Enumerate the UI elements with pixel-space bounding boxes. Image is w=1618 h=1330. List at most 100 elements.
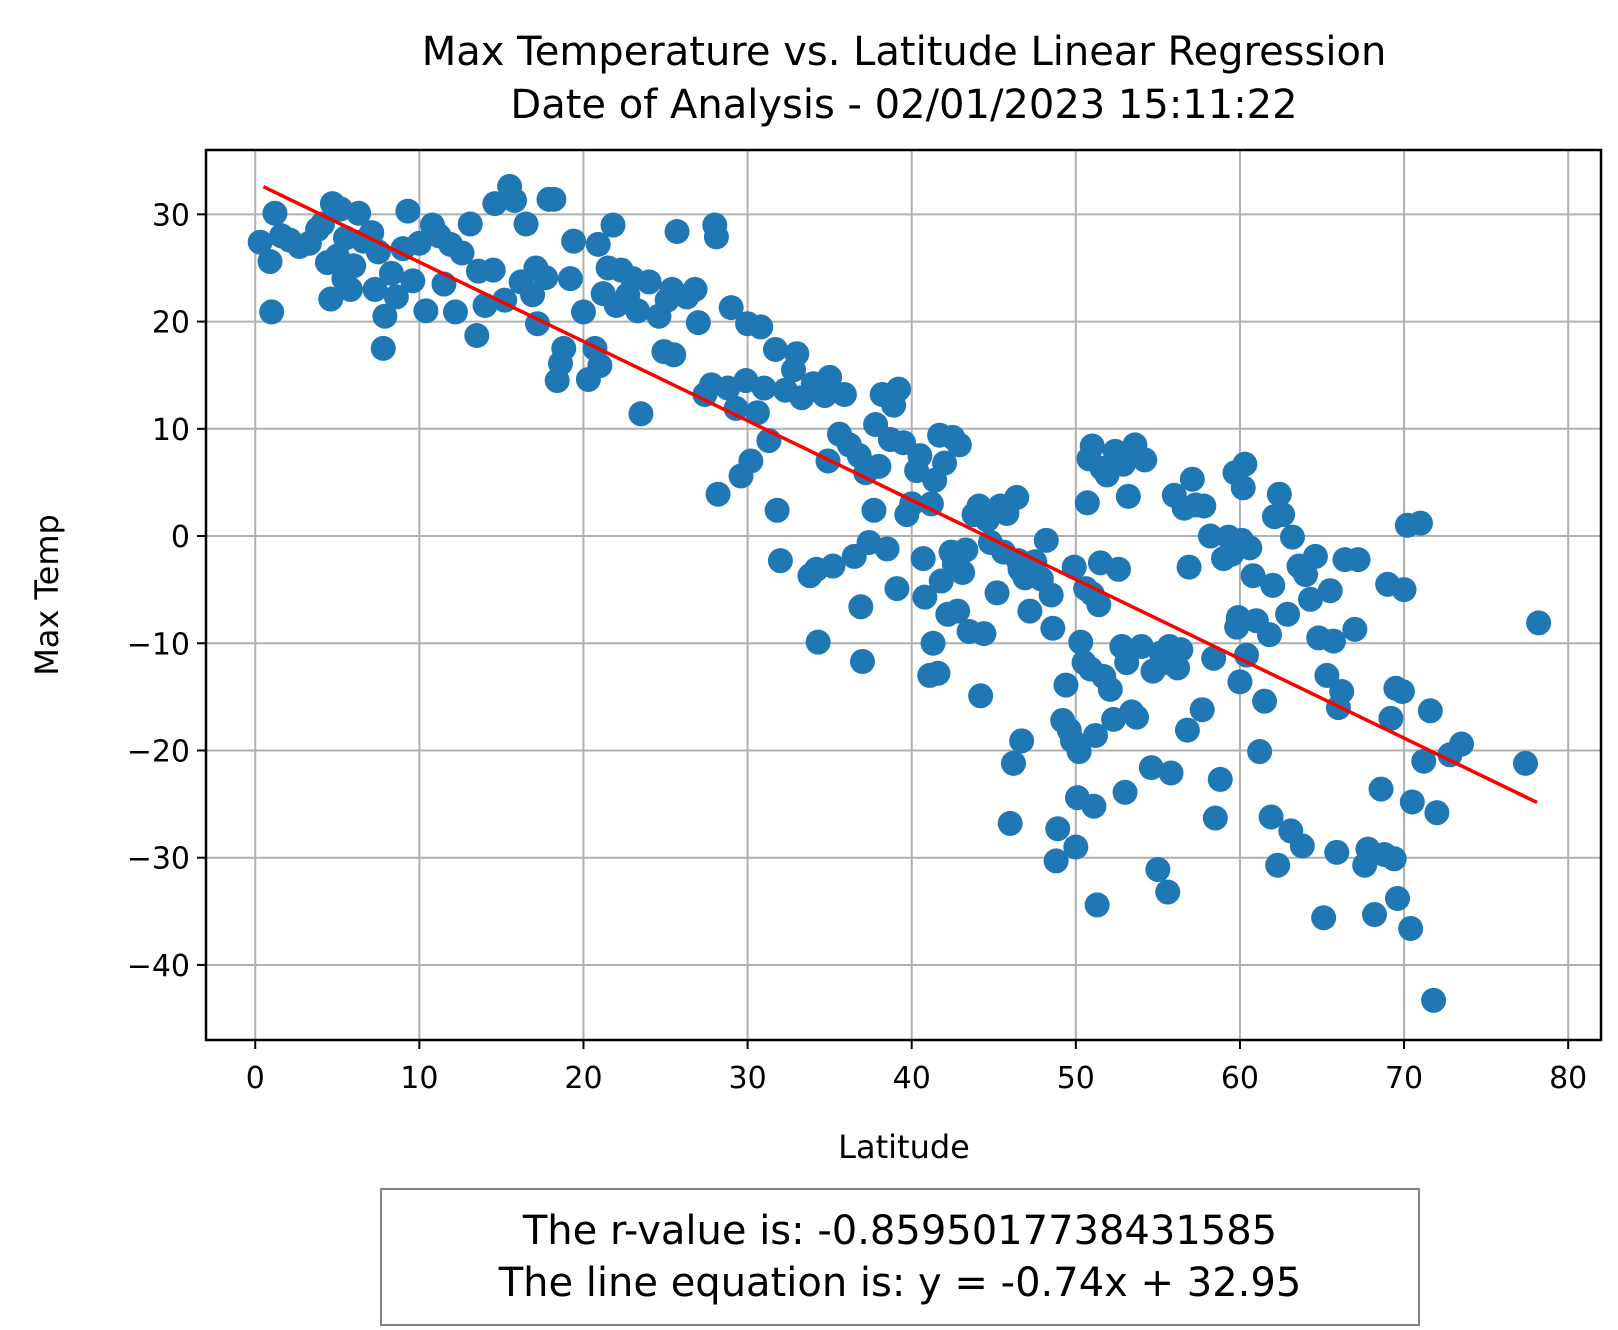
data-point bbox=[1174, 717, 1200, 743]
data-point bbox=[1191, 493, 1217, 519]
x-tick-label: 80 bbox=[1549, 1061, 1587, 1096]
data-point bbox=[625, 298, 651, 324]
data-point bbox=[457, 211, 483, 237]
data-point bbox=[1275, 601, 1301, 627]
data-point bbox=[912, 584, 938, 610]
data-point bbox=[920, 630, 946, 656]
data-point bbox=[372, 303, 398, 329]
data-point bbox=[1009, 728, 1035, 754]
x-tick-label: 60 bbox=[1221, 1061, 1259, 1096]
data-point bbox=[945, 598, 971, 624]
y-tick-label: −10 bbox=[127, 627, 190, 662]
data-point bbox=[661, 342, 687, 368]
data-point bbox=[1004, 484, 1030, 510]
data-point bbox=[1237, 535, 1263, 561]
data-points bbox=[247, 173, 1552, 1013]
x-tick-label: 10 bbox=[400, 1061, 438, 1096]
x-axis-ticks: 0 10 20 30 40 50 60 70 80 bbox=[246, 1040, 1587, 1096]
data-point bbox=[1112, 779, 1138, 805]
data-point bbox=[664, 218, 690, 244]
data-point bbox=[370, 335, 396, 361]
data-point bbox=[502, 187, 528, 213]
data-point bbox=[738, 448, 764, 474]
data-point bbox=[925, 660, 951, 686]
data-point bbox=[1086, 592, 1112, 618]
y-axis-label: Max Temp bbox=[28, 514, 66, 676]
data-point bbox=[1128, 633, 1154, 659]
data-point bbox=[1168, 637, 1194, 663]
data-point bbox=[767, 548, 793, 574]
data-point bbox=[520, 282, 546, 308]
data-point bbox=[831, 381, 857, 407]
data-point bbox=[849, 648, 875, 674]
data-point bbox=[1329, 679, 1355, 705]
y-tick-label: 30 bbox=[152, 198, 190, 233]
data-point bbox=[551, 335, 577, 361]
data-point bbox=[1063, 834, 1089, 860]
data-point bbox=[1293, 562, 1319, 588]
data-point bbox=[541, 186, 567, 212]
data-point bbox=[953, 537, 979, 563]
data-point bbox=[1266, 481, 1292, 507]
data-point bbox=[1176, 554, 1202, 580]
data-point bbox=[587, 353, 613, 379]
data-point bbox=[1317, 578, 1343, 604]
data-point bbox=[413, 298, 439, 324]
y-tick-label: 20 bbox=[152, 306, 190, 341]
data-point bbox=[513, 211, 539, 237]
data-point bbox=[1234, 642, 1260, 668]
data-point bbox=[718, 295, 744, 321]
chart-title: Max Temperature vs. Latitude Linear Regr… bbox=[422, 29, 1387, 75]
data-point bbox=[337, 276, 363, 302]
data-point bbox=[257, 249, 283, 275]
data-point bbox=[1138, 755, 1164, 781]
data-point bbox=[764, 497, 790, 523]
data-point bbox=[1145, 857, 1171, 883]
data-point bbox=[907, 443, 933, 469]
data-point bbox=[1302, 543, 1328, 569]
x-tick-label: 0 bbox=[246, 1061, 265, 1096]
data-point bbox=[1378, 705, 1404, 731]
data-point bbox=[910, 546, 936, 572]
data-point bbox=[585, 231, 611, 257]
data-point bbox=[848, 594, 874, 620]
data-point bbox=[1197, 523, 1223, 549]
data-point bbox=[1132, 447, 1158, 473]
x-tick-label: 20 bbox=[564, 1061, 602, 1096]
data-point bbox=[406, 230, 432, 256]
y-tick-label: 0 bbox=[171, 520, 190, 555]
data-point bbox=[1258, 804, 1284, 830]
data-point bbox=[932, 450, 958, 476]
data-point bbox=[1155, 879, 1181, 905]
data-point bbox=[600, 212, 626, 238]
data-point bbox=[1074, 490, 1100, 516]
data-point bbox=[1040, 615, 1066, 641]
data-point bbox=[1081, 793, 1107, 819]
y-tick-label: 10 bbox=[152, 413, 190, 448]
data-point bbox=[1421, 987, 1447, 1013]
data-point bbox=[1000, 750, 1026, 776]
data-point bbox=[628, 401, 654, 427]
y-tick-label: −20 bbox=[127, 734, 190, 769]
x-tick-label: 30 bbox=[728, 1061, 766, 1096]
data-point bbox=[1391, 577, 1417, 603]
data-point bbox=[805, 629, 831, 655]
data-point bbox=[820, 553, 846, 579]
data-point bbox=[1115, 483, 1141, 509]
data-point bbox=[1045, 816, 1071, 842]
data-point bbox=[918, 491, 944, 517]
plot-frame bbox=[204, 148, 1603, 1042]
data-point bbox=[817, 364, 843, 390]
x-tick-label: 70 bbox=[1385, 1061, 1423, 1096]
data-point bbox=[685, 310, 711, 336]
data-point bbox=[748, 314, 774, 340]
data-point bbox=[1298, 586, 1324, 612]
data-point bbox=[968, 683, 994, 709]
data-point bbox=[1342, 616, 1368, 642]
data-point bbox=[886, 376, 912, 402]
chart-subtitle: Date of Analysis - 02/01/2023 15:11:22 bbox=[510, 82, 1297, 128]
y-axis-ticks: −40 −30 −20 −10 0 10 20 30 bbox=[127, 198, 206, 984]
data-point bbox=[1449, 731, 1474, 757]
data-point bbox=[682, 276, 708, 302]
data-point bbox=[533, 265, 559, 291]
